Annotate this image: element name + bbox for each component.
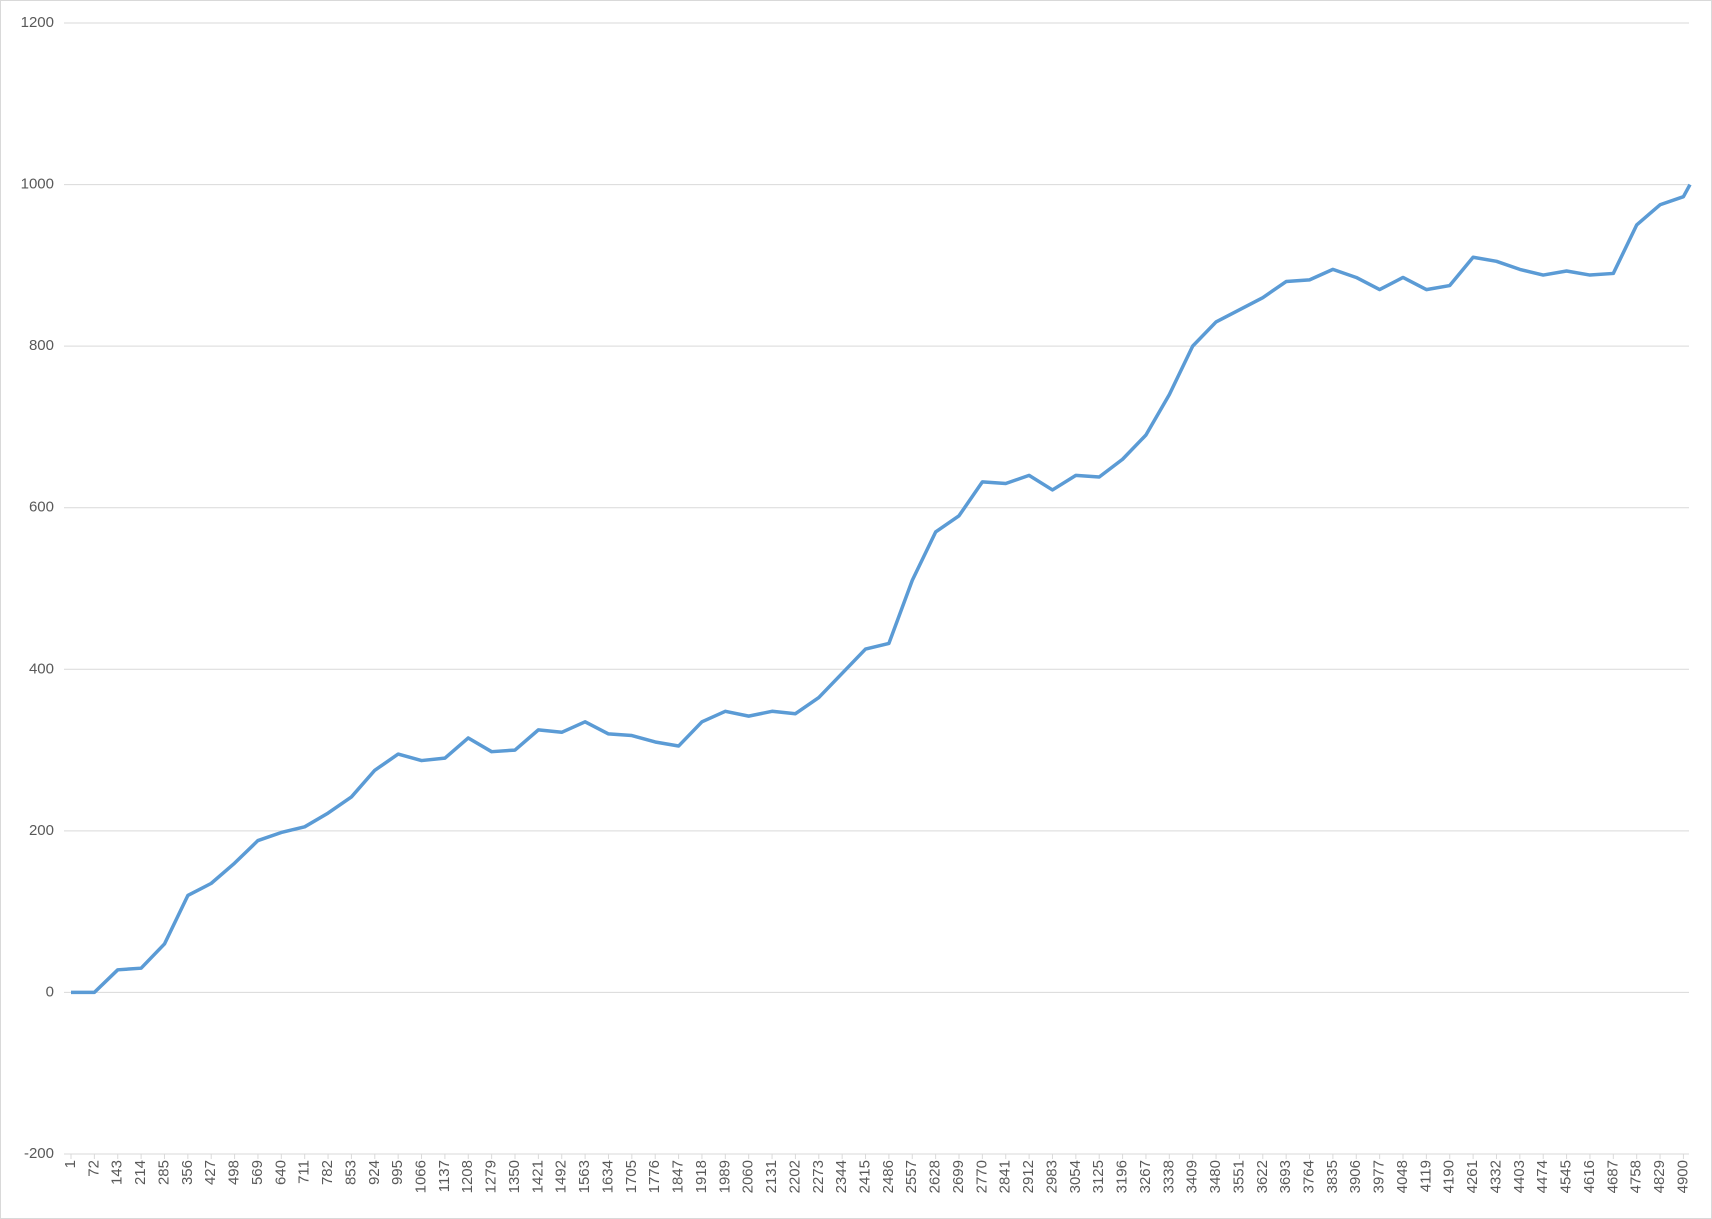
x-tick-label: 4829 xyxy=(1651,1160,1668,1193)
x-tick-label: 72 xyxy=(85,1160,102,1177)
x-tick-label: 853 xyxy=(342,1160,359,1185)
x-tick-label: 3054 xyxy=(1067,1160,1084,1193)
x-tick-label: 4403 xyxy=(1511,1160,1528,1193)
x-tick-label: 3267 xyxy=(1137,1160,1154,1193)
y-tick-label: 0 xyxy=(46,983,54,1000)
x-tick-label: 2983 xyxy=(1043,1160,1060,1193)
x-tick-label: 640 xyxy=(272,1160,289,1185)
x-tick-label: 285 xyxy=(155,1160,172,1185)
x-tick-label: 1989 xyxy=(716,1160,733,1193)
x-tick-label: 4048 xyxy=(1394,1160,1411,1193)
x-tick-label: 2841 xyxy=(997,1160,1014,1193)
x-tick-label: 3480 xyxy=(1207,1160,1224,1193)
x-tick-label: 356 xyxy=(179,1160,196,1185)
x-tick-label: 4190 xyxy=(1441,1160,1458,1193)
x-tick-label: 2131 xyxy=(763,1160,780,1193)
x-tick-label: 2415 xyxy=(856,1160,873,1193)
x-tick-label: 2344 xyxy=(833,1160,850,1193)
x-tick-label: 1208 xyxy=(459,1160,476,1193)
x-tick-label: 995 xyxy=(389,1160,406,1185)
y-tick-label: 400 xyxy=(29,660,54,677)
y-tick-label: -200 xyxy=(24,1145,54,1162)
x-tick-label: 3409 xyxy=(1184,1160,1201,1193)
x-tick-label: 3764 xyxy=(1300,1160,1317,1193)
y-tick-label: 1000 xyxy=(21,176,54,193)
data-line xyxy=(71,183,1692,995)
x-tick-label: 3835 xyxy=(1324,1160,1341,1193)
x-tick-label: 1776 xyxy=(646,1160,663,1193)
x-tick-label: 2202 xyxy=(786,1160,803,1193)
x-tick-label: 427 xyxy=(202,1160,219,1185)
x-tick-label: 1279 xyxy=(483,1160,500,1193)
x-tick-label: 3906 xyxy=(1347,1160,1364,1193)
x-tick-label: 4687 xyxy=(1604,1160,1621,1193)
x-tick-label: 2486 xyxy=(880,1160,897,1193)
x-tick-label: 2699 xyxy=(950,1160,967,1193)
y-tick-label: 200 xyxy=(29,822,54,839)
x-tick-label: 2060 xyxy=(740,1160,757,1193)
x-tick-label: 2770 xyxy=(973,1160,990,1193)
x-tick-label: 1421 xyxy=(529,1160,546,1193)
x-tick-label: 214 xyxy=(132,1160,149,1185)
x-tick-label: 1492 xyxy=(553,1160,570,1193)
x-tick-label: 1634 xyxy=(599,1160,616,1193)
x-tick-label: 3125 xyxy=(1090,1160,1107,1193)
x-tick-label: 569 xyxy=(249,1160,266,1185)
x-tick-label: 498 xyxy=(226,1160,243,1185)
x-tick-label: 4119 xyxy=(1417,1160,1434,1192)
x-tick-label: 3196 xyxy=(1114,1160,1131,1193)
x-tick-label: 4900 xyxy=(1674,1160,1691,1193)
x-tick-label: 1 xyxy=(62,1160,79,1168)
y-tick-label: 600 xyxy=(29,499,54,516)
x-tick-label: 1066 xyxy=(412,1160,429,1193)
y-tick-label: 800 xyxy=(29,337,54,354)
x-tick-label: 1350 xyxy=(506,1160,523,1193)
x-tick-label: 3693 xyxy=(1277,1160,1294,1193)
x-tick-label: 4545 xyxy=(1558,1160,1575,1193)
x-tick-label: 2557 xyxy=(903,1160,920,1193)
x-tick-label: 1918 xyxy=(693,1160,710,1193)
x-tick-label: 4332 xyxy=(1487,1160,1504,1193)
x-tick-label: 1563 xyxy=(576,1160,593,1193)
x-tick-label: 924 xyxy=(366,1160,383,1185)
x-tick-label: 782 xyxy=(319,1160,336,1185)
x-tick-label: 2912 xyxy=(1020,1160,1037,1193)
x-tick-label: 143 xyxy=(109,1160,126,1185)
x-tick-label: 3551 xyxy=(1230,1160,1247,1193)
x-tick-label: 2273 xyxy=(810,1160,827,1193)
x-tick-label: 4758 xyxy=(1628,1160,1645,1193)
x-tick-label: 1705 xyxy=(623,1160,640,1193)
x-tick-label: 1137 xyxy=(436,1160,453,1192)
x-tick-label: 1847 xyxy=(670,1160,687,1193)
x-tick-label: 4616 xyxy=(1581,1160,1598,1193)
y-tick-label: 1200 xyxy=(21,14,54,31)
x-tick-label: 4261 xyxy=(1464,1160,1481,1193)
x-tick-label: 711 xyxy=(296,1160,313,1184)
x-tick-label: 3622 xyxy=(1254,1160,1271,1193)
x-tick-label: 2628 xyxy=(927,1160,944,1193)
x-tick-label: 3338 xyxy=(1160,1160,1177,1193)
x-tick-label: 4474 xyxy=(1534,1160,1551,1193)
x-tick-label: 3977 xyxy=(1371,1160,1388,1193)
